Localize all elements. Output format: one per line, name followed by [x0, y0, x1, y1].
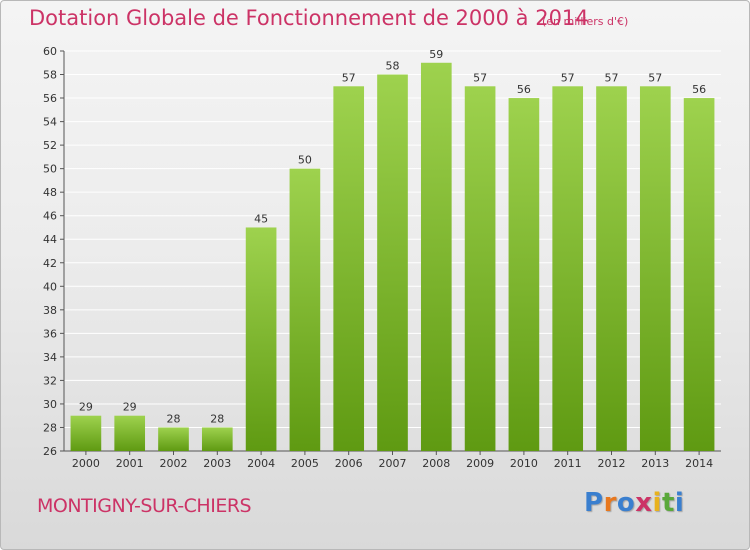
x-tick-label: 2009 [466, 457, 494, 470]
bar [201, 427, 233, 451]
bar-value-label: 56 [517, 83, 531, 96]
y-tick-label: 34 [43, 351, 57, 364]
bar-value-label: 28 [167, 412, 181, 425]
y-tick-label: 58 [43, 69, 57, 82]
logo-letter: i [674, 488, 685, 518]
x-tick-label: 2000 [72, 457, 100, 470]
bar [683, 98, 715, 451]
bar [158, 427, 189, 451]
bar-value-label: 57 [342, 71, 356, 84]
y-tick-label: 50 [43, 163, 57, 176]
y-tick-label: 42 [43, 257, 57, 270]
y-tick-label: 38 [43, 304, 57, 317]
y-tick-label: 48 [43, 186, 57, 199]
chart-title: Dotation Globale de Fonctionnement de 20… [29, 6, 589, 30]
bar [596, 86, 627, 451]
logo-letter: P [584, 488, 604, 518]
bar-value-label: 29 [79, 401, 93, 414]
y-tick-label: 28 [43, 421, 57, 434]
y-tick-label: 56 [43, 92, 57, 105]
bar [70, 415, 102, 451]
bar-value-label: 57 [561, 71, 575, 84]
y-tick-label: 36 [43, 327, 57, 340]
bar [552, 86, 584, 451]
bar-value-label: 57 [605, 71, 619, 84]
bar-value-label: 57 [473, 71, 487, 84]
proxiti-logo[interactable]: Proxiti [584, 488, 684, 518]
x-tick-label: 2010 [510, 457, 538, 470]
x-tick-label: 2014 [685, 457, 713, 470]
bar [464, 86, 496, 451]
y-tick-label: 60 [43, 45, 57, 58]
y-tick-label: 30 [43, 398, 57, 411]
y-tick-label: 32 [43, 374, 57, 387]
y-tick-label: 44 [43, 233, 57, 246]
bars [70, 62, 715, 451]
logo-letter: r [603, 488, 617, 518]
commune-name: MONTIGNY-SUR-CHIERS [37, 495, 252, 517]
bar [245, 227, 277, 451]
x-tick-label: 2002 [160, 457, 188, 470]
y-tick-label: 52 [43, 139, 57, 152]
bar [377, 74, 408, 451]
x-tick-label: 2013 [641, 457, 669, 470]
x-tick-label: 2005 [291, 457, 319, 470]
bar [114, 415, 146, 451]
bar-value-label: 58 [386, 60, 400, 73]
x-tick-label: 2012 [598, 457, 626, 470]
bar [289, 168, 321, 451]
y-tick-label: 46 [43, 210, 57, 223]
bar-value-label: 57 [648, 71, 662, 84]
logo-letter: t [661, 488, 675, 518]
x-tick-label: 2008 [422, 457, 450, 470]
chart-unit: (en milliers d'€) [542, 15, 629, 28]
bar [333, 86, 365, 451]
x-tick-label: 2007 [379, 457, 407, 470]
logo-letter: o [616, 488, 636, 518]
data-labels: 29 29 28 28 45 50 57 58 59 57 56 57 57 57 56 [79, 48, 706, 426]
bar [508, 98, 540, 451]
y-tick-label: 54 [43, 116, 57, 129]
bar-value-label: 56 [692, 83, 706, 96]
x-tick-label: 2001 [116, 457, 144, 470]
y-tick-label: 40 [43, 280, 57, 293]
bar-value-label: 29 [123, 401, 137, 414]
x-tick-label: 2004 [247, 457, 275, 470]
y-tick-label: 26 [43, 445, 57, 458]
x-tick-label: 2011 [554, 457, 582, 470]
logo-letter: x [635, 488, 653, 518]
bar-value-label: 50 [298, 154, 312, 167]
bar-value-label: 28 [210, 412, 224, 425]
bar-value-label: 45 [254, 212, 268, 225]
x-tick-label: 2003 [203, 457, 231, 470]
logo-letter: i [652, 488, 662, 518]
bar-value-label: 59 [429, 48, 443, 61]
x-tick-label: 2006 [335, 457, 363, 470]
bar [639, 86, 671, 451]
bar [420, 62, 452, 451]
